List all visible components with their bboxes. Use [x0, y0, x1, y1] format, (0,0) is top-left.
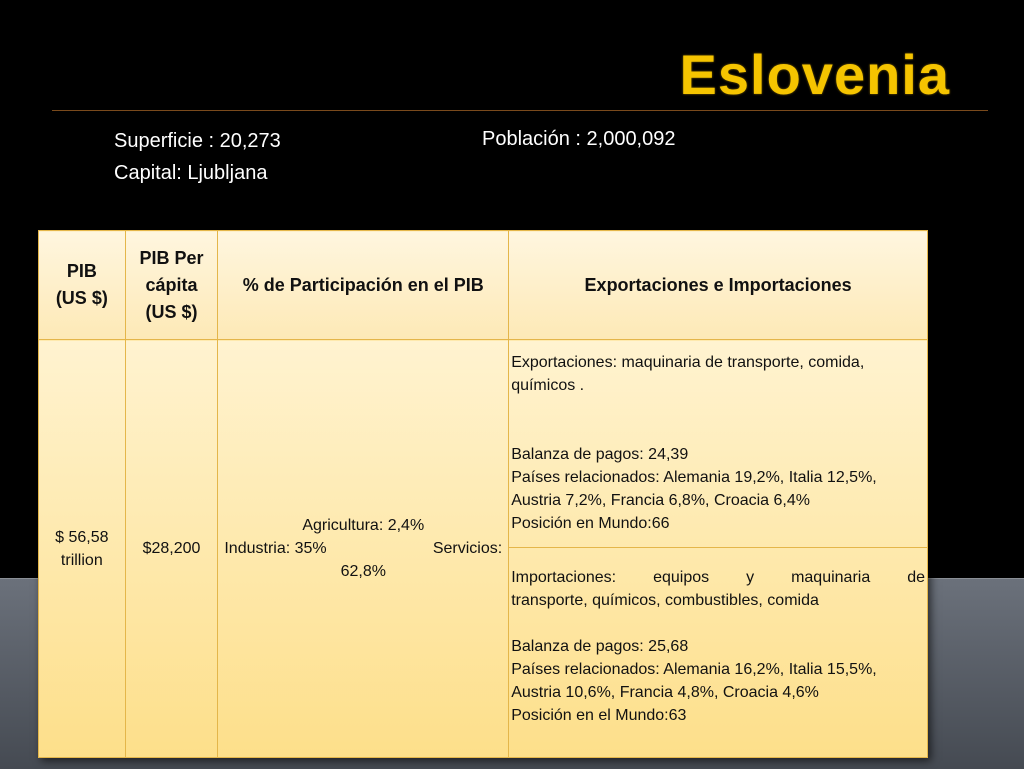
comercio-value: Exportaciones: maquinaria de transporte,…: [508, 339, 928, 758]
servicios-value: 62,8%: [340, 563, 386, 580]
exportaciones-block: Exportaciones: maquinaria de transporte,…: [511, 354, 877, 532]
superficie-text: Superficie : 20,273: [114, 130, 281, 152]
industria-servicios-line: Industria: 35% Servicios:: [224, 540, 503, 557]
agricultura-text: Agricultura: 2,4%: [302, 517, 425, 534]
title-divider: [52, 110, 988, 111]
table-header-row: PIB (US $) PIB Per cápita (US $) % de Pa…: [38, 230, 928, 340]
poblacion-text: Población : 2,000,092: [482, 128, 676, 150]
header-pib: PIB (US $): [38, 230, 126, 340]
info-left: Superficie : 20,273 Capital: Ljubljana: [114, 125, 281, 189]
capital-text: Capital: Ljubljana: [114, 162, 268, 184]
header-per-capita: PIB Per cápita (US $): [124, 230, 219, 340]
trade-divider: [509, 547, 927, 548]
pib-table-container: PIB (US $) PIB Per cápita (US $) % de Pa…: [38, 230, 928, 758]
importaciones-block: Importaciones: equipos y maquinaria de t…: [511, 569, 925, 724]
pib-value: $ 56,58 trillion: [38, 339, 126, 758]
participacion-value: Agricultura: 2,4% Industria: 35% Servici…: [217, 339, 510, 758]
per-capita-value: $28,200: [124, 339, 219, 758]
table-row: $ 56,58 trillion $28,200 Agricultura: 2,…: [38, 339, 928, 758]
header-comercio: Exportaciones e Importaciones: [508, 230, 928, 340]
info-right: Población : 2,000,092: [482, 123, 676, 155]
slide-title: Eslovenia: [679, 43, 950, 106]
header-participacion: % de Participación en el PIB: [217, 230, 510, 340]
pib-table: PIB (US $) PIB Per cápita (US $) % de Pa…: [38, 230, 928, 758]
